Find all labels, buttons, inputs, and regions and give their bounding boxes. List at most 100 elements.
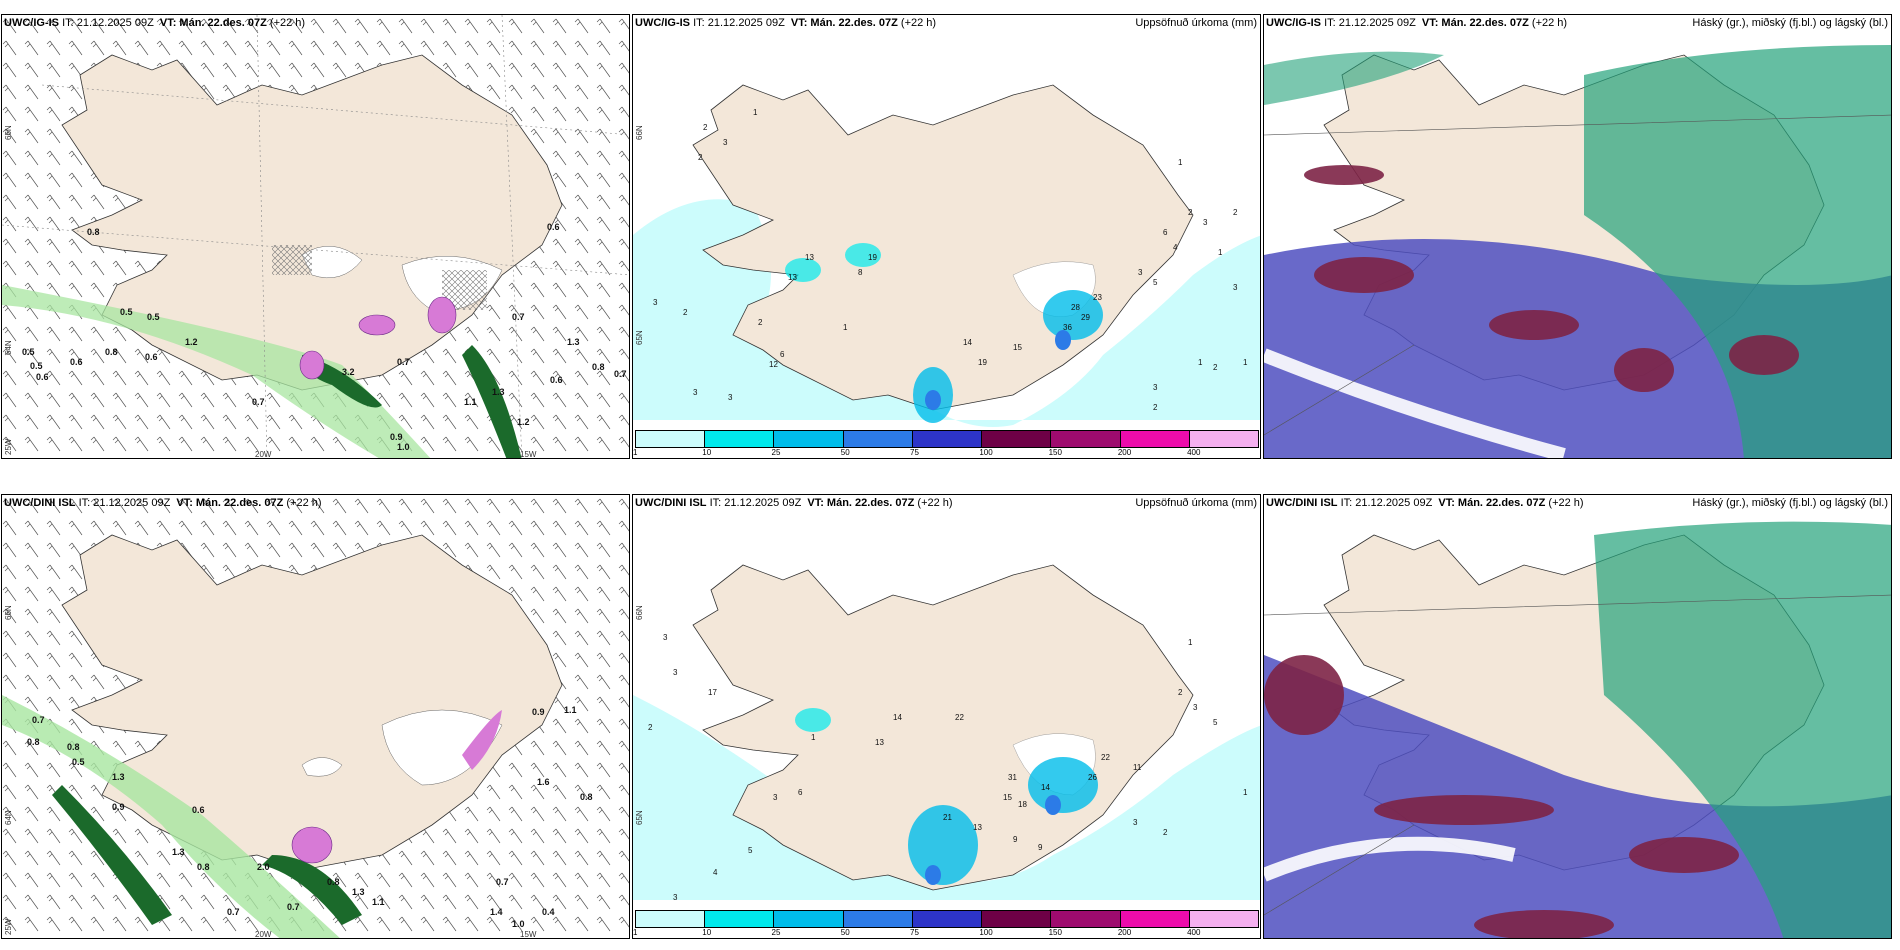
precip-number: 1 bbox=[843, 323, 848, 332]
precip-number: 19 bbox=[868, 253, 877, 262]
precip-number: 21 bbox=[943, 813, 952, 822]
wind-number: 1.6 bbox=[537, 777, 550, 787]
valid-label: VT: bbox=[1421, 17, 1439, 29]
precip-number: 28 bbox=[1071, 303, 1080, 312]
wind-number: 0.6 bbox=[550, 375, 563, 385]
wind-number: 3.2 bbox=[342, 367, 355, 377]
precip-number: 1 bbox=[1188, 638, 1193, 647]
wind-number-group: 0.7 0.8 0.8 0.5 1.3 0.9 0.6 1.3 0.8 2.0 … bbox=[27, 705, 593, 929]
cloud-mid-patch bbox=[1729, 335, 1799, 375]
precip-number: 2 bbox=[683, 308, 688, 317]
precip-heavy-band bbox=[52, 785, 172, 925]
wind-number: 1.0 bbox=[512, 919, 525, 929]
wind-number: 1.1 bbox=[372, 897, 385, 907]
precip-number: 2 bbox=[1178, 688, 1183, 697]
precip-number: 2 bbox=[1163, 828, 1168, 837]
wind-number: 0.9 bbox=[112, 802, 125, 812]
wind-number: 0.8 bbox=[197, 862, 210, 872]
wind-number-group: 0.8 0.5 0.5 0.5 0.5 0.6 0.6 0.8 0.6 1.2 … bbox=[22, 222, 627, 452]
precip-core bbox=[1055, 330, 1071, 350]
precip-heavy-band bbox=[462, 345, 522, 458]
cloud-map bbox=[1264, 35, 1891, 458]
valid-time: Mán. 22.des. 07Z bbox=[195, 497, 284, 509]
colorbar-tick: 200 bbox=[1117, 928, 1132, 937]
precip-number: 3 bbox=[663, 633, 668, 642]
precip-blob bbox=[785, 258, 821, 282]
precip-number: 18 bbox=[1018, 800, 1027, 809]
colorbar-cell bbox=[982, 431, 1052, 447]
precip-number: 22 bbox=[1101, 753, 1110, 762]
wind-number: 0.6 bbox=[192, 805, 205, 815]
wind-number: 0.9 bbox=[390, 432, 403, 442]
valid-label: VT: bbox=[1438, 497, 1455, 509]
valid-time: Mán. 22.des. 07Z bbox=[810, 17, 898, 29]
lon-label-20w: 20W bbox=[255, 450, 272, 459]
precip-number: 13 bbox=[875, 738, 884, 747]
valid-time: Mán. 22.des. 07Z bbox=[826, 497, 915, 509]
precip-number: 2 bbox=[1233, 208, 1238, 217]
wind-number: 0.6 bbox=[145, 352, 158, 362]
cloud-mid-patch bbox=[1489, 310, 1579, 340]
precip-number: 13 bbox=[788, 273, 797, 282]
precip-number: 31 bbox=[1008, 773, 1017, 782]
precip-title: Uppsöfnuð úrkoma (mm) bbox=[1135, 497, 1257, 509]
wind-number: 0.7 bbox=[32, 715, 45, 725]
wind-number: 0.6 bbox=[70, 357, 83, 367]
colorbar-tick: 50 bbox=[840, 928, 850, 937]
precip-blob bbox=[1028, 757, 1098, 813]
precip-number: 2 bbox=[698, 153, 703, 162]
lat-label-66n: 66N bbox=[635, 605, 644, 620]
wind-number: 1.0 bbox=[397, 442, 410, 452]
precip-number-group: 17 14 13 22 31 14 18 15 21 13 9 9 22 26 … bbox=[648, 633, 1248, 902]
colorbar-cell bbox=[774, 911, 844, 927]
valid-time: Mán. 22.des. 07Z bbox=[179, 17, 267, 29]
model-name: UWC/IG-IS bbox=[1266, 17, 1321, 29]
wind-number: 0.5 bbox=[72, 757, 85, 767]
panel-cloud-dini: UWC/DINI ISL IT: 21.12.2025 09Z VT: Mán.… bbox=[1263, 494, 1892, 939]
lead-time: (+22 h) bbox=[917, 497, 953, 509]
precip-blob bbox=[845, 243, 881, 267]
colorbar-cell bbox=[912, 431, 983, 447]
precip-shading-light bbox=[633, 199, 1260, 427]
lead-time: (+22 h) bbox=[269, 17, 306, 29]
precip-magenta-core bbox=[462, 710, 502, 770]
colorbar-tick: 1 bbox=[633, 928, 638, 937]
precip-number: 3 bbox=[653, 298, 658, 307]
model-name: UWC/DINI ISL bbox=[1266, 497, 1338, 509]
wind-number: 0.7 bbox=[227, 907, 240, 917]
precip-number: 8 bbox=[858, 268, 863, 277]
wind-number: 1.3 bbox=[112, 772, 125, 782]
precip-number: 6 bbox=[1163, 228, 1168, 237]
precip-number: 1 bbox=[753, 108, 758, 117]
panel-precip-dini: UWC/DINI ISL IT: 21.12.2025 09Z VT: Mán.… bbox=[632, 494, 1261, 939]
precip-number: 14 bbox=[963, 338, 972, 347]
wind-number: 1.3 bbox=[492, 387, 505, 397]
colorbar-cell bbox=[705, 431, 775, 447]
precip-light-band bbox=[2, 695, 340, 938]
colorbar-ticks: 1 10 25 50 75 100 150 200 400 bbox=[633, 448, 1259, 458]
colorbar-tick: 1 bbox=[633, 448, 638, 457]
precip-number: 3 bbox=[1203, 218, 1208, 227]
lon-label-15w: 15W bbox=[520, 450, 537, 459]
lon-label-20w: 20W bbox=[255, 930, 272, 939]
precip-number: 23 bbox=[1093, 293, 1102, 302]
cloud-mid-patch bbox=[1264, 655, 1344, 735]
wind-number: 0.7 bbox=[252, 397, 265, 407]
precip-number: 4 bbox=[1173, 243, 1178, 252]
lat-label-66n: 66N bbox=[4, 605, 13, 620]
wind-number: 0.7 bbox=[512, 312, 525, 322]
cloud-title: Háský (gr.), miðský (fj.bl.) og lágský (… bbox=[1692, 17, 1888, 29]
lead-time: (+22 h) bbox=[286, 497, 322, 509]
precip-blob bbox=[795, 708, 831, 732]
wind-number: 0.7 bbox=[397, 357, 410, 367]
colorbar-cell bbox=[636, 911, 706, 927]
wind-number: 1.2 bbox=[517, 417, 530, 427]
lat-label-66n: 66N bbox=[4, 125, 13, 140]
lead-time: (+22 h) bbox=[900, 17, 937, 29]
cloud-low-layer bbox=[1264, 51, 1444, 105]
precip-number: 5 bbox=[1213, 718, 1218, 727]
valid-time: Mán. 22.des. 07Z bbox=[1441, 17, 1529, 29]
precip-number: 1 bbox=[1243, 358, 1248, 367]
wind-map: 0.7 0.8 0.8 0.5 1.3 0.9 0.6 1.3 0.8 2.0 … bbox=[2, 495, 629, 938]
precip-number: 11 bbox=[1133, 763, 1142, 772]
